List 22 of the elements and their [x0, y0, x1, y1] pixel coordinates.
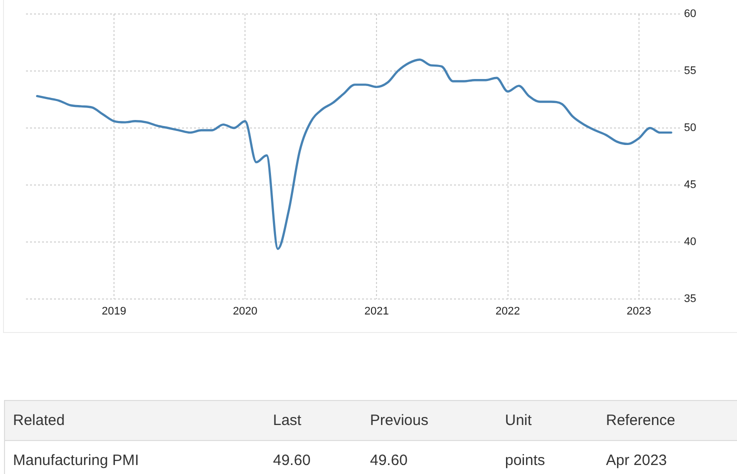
y-tick-label: 35	[684, 293, 696, 306]
x-tick-label: 2023	[626, 306, 652, 318]
text: 49.60	[272, 451, 312, 471]
text: Reference	[598, 401, 737, 441]
x-tick-label: 2021	[364, 306, 389, 318]
text: Apr 2023	[605, 451, 668, 471]
line-series	[36, 58, 672, 250]
x-tick-label: 2020	[232, 306, 258, 318]
y-tick-label: 50	[684, 122, 696, 134]
text: Last	[265, 401, 362, 441]
text: 49.60	[369, 451, 409, 471]
text: Related	[5, 401, 265, 441]
text: Previous	[362, 401, 497, 441]
y-tick-label: 60	[684, 8, 696, 20]
text: Manufacturing PMI	[12, 451, 140, 471]
x-tick-label: 2019	[102, 306, 126, 318]
y-tick-label: 45	[684, 179, 696, 192]
text: points	[504, 451, 546, 471]
text: Unit	[497, 401, 598, 441]
y-tick-label: 40	[684, 236, 696, 248]
x-tick-label: 2022	[496, 306, 520, 318]
y-tick-label: 55	[684, 65, 696, 78]
